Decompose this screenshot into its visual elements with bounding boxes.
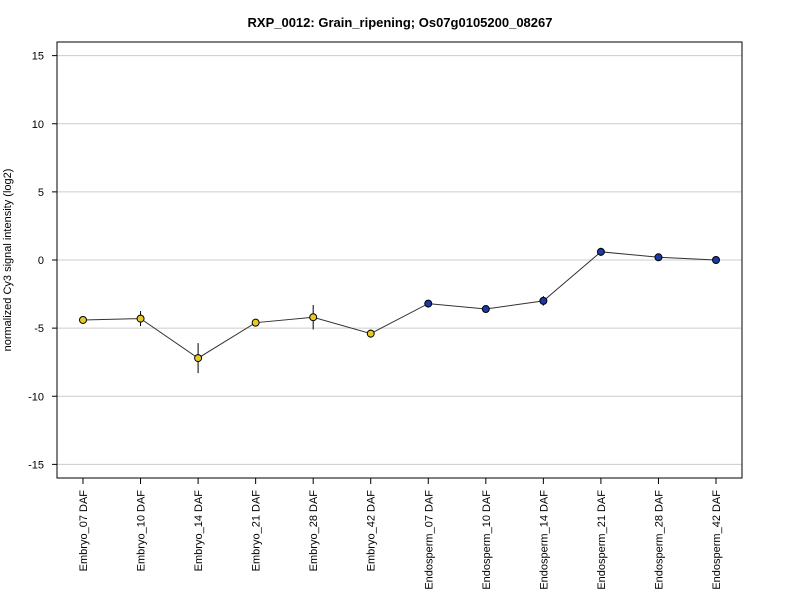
x-tick-label: Endosperm_07 DAF xyxy=(423,490,435,590)
x-tick-label: Embryo_42 DAF xyxy=(366,490,378,572)
series-line xyxy=(82,251,717,359)
x-tick-label: Endosperm_10 DAF xyxy=(481,490,493,590)
data-point xyxy=(251,318,260,327)
x-tick-label: Endosperm_42 DAF xyxy=(711,490,723,590)
y-tick-label: -10 xyxy=(28,391,44,403)
x-tick-label: Endosperm_28 DAF xyxy=(653,490,665,590)
series xyxy=(79,247,720,374)
data-point xyxy=(712,256,720,264)
x-tick-label: Embryo_28 DAF xyxy=(308,490,320,572)
plot-frame xyxy=(56,41,743,479)
data-point xyxy=(194,354,203,363)
data-point xyxy=(654,253,663,262)
y-tick-label: 15 xyxy=(32,51,44,63)
y-axis-label: normalized Cy3 signal intensity (log2) xyxy=(2,169,14,352)
x-tick-label: Endosperm_14 DAF xyxy=(538,490,550,590)
y-tick-label: 10 xyxy=(32,119,44,131)
x-tick-label: Embryo_14 DAF xyxy=(193,490,205,572)
gridlines xyxy=(57,55,742,465)
data-point xyxy=(539,296,548,305)
y-tick-label: -15 xyxy=(28,459,44,471)
data-point xyxy=(366,329,375,338)
data-point xyxy=(136,314,145,323)
x-tick-label: Embryo_07 DAF xyxy=(78,490,90,572)
data-point xyxy=(481,305,490,314)
axes: -15 -10 -5 0 5 10 15 Embryo_07 DAF Embryo_10 DAF… xyxy=(28,51,723,590)
x-tick-label: Endosperm_21 DAF xyxy=(596,490,608,590)
data-point xyxy=(79,315,87,324)
data-point xyxy=(424,299,433,308)
y-tick-label: 5 xyxy=(38,187,44,199)
y-tick-label: -5 xyxy=(34,323,44,335)
x-tick-label: Embryo_10 DAF xyxy=(136,490,148,572)
data-point xyxy=(309,313,318,322)
y-tick-label: 0 xyxy=(38,255,44,267)
x-tick-label: Embryo_21 DAF xyxy=(251,490,263,572)
data-point xyxy=(596,247,605,256)
chart-title: RXP_0012: Grain_ripening; Os07g0105200_0… xyxy=(248,15,553,30)
